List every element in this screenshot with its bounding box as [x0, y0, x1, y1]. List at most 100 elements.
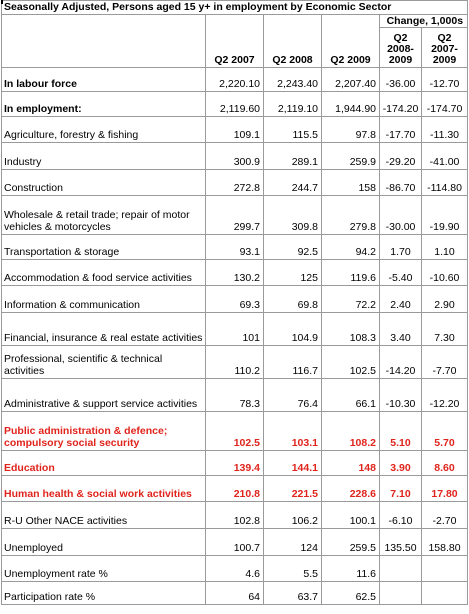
- table-cell: 300.9: [205, 142, 264, 170]
- table-cell: 110.2: [205, 345, 264, 379]
- table-cell: -6.10: [379, 501, 422, 529]
- table-cell: 2,119.60: [205, 91, 264, 117]
- table-cell: 2.40: [379, 285, 422, 313]
- row-label: In labour force: [1, 67, 206, 92]
- row-label: Professional, scientific & technical act…: [1, 345, 206, 379]
- table-cell: 62.5: [321, 581, 380, 605]
- row-label: Agriculture, forestry & fishing: [1, 116, 206, 143]
- change-header: Change, 1,000s: [378, 14, 469, 28]
- table-cell: 7.10: [379, 475, 422, 502]
- table-row: Participation rate % 64 63.7 62.5: [1, 581, 469, 605]
- table-cell: 1.10: [420, 234, 469, 260]
- row-label: Industry: [1, 142, 206, 170]
- table-title: Seasonally Adjusted, Persons aged 15 y+ …: [0, 0, 469, 15]
- row-label: Administrative & support service activit…: [1, 378, 206, 412]
- table-cell: 309.8: [263, 195, 322, 235]
- table-cell: 100.7: [205, 528, 264, 556]
- col-header-change-2008-2009: Q2 2008- 2009: [379, 27, 422, 68]
- table-cell: 108.2: [321, 411, 380, 451]
- row-label: Human health & social work activities: [1, 475, 206, 502]
- table-cell: 102.5: [205, 411, 264, 451]
- row-label: Education: [1, 450, 206, 476]
- row-label: Unemployed: [1, 528, 206, 556]
- change-header-row: Change, 1,000s: [1, 14, 469, 28]
- row-label: Wholesale & retail trade; repair of moto…: [1, 195, 206, 235]
- table-cell: -174.70: [420, 91, 469, 117]
- table-cell: -2.70: [420, 501, 469, 529]
- table-cell: 103.1: [263, 411, 322, 451]
- table-cell: 2,220.10: [205, 67, 264, 92]
- col-header-change-2007-2009: Q2 2007- 2009: [420, 27, 469, 68]
- table-row: Financial, insurance & real estate activ…: [1, 312, 469, 346]
- table-cell: 279.8: [321, 195, 380, 235]
- table-cell: 1,944.90: [321, 91, 380, 117]
- table-row: Unemployed 100.7 124 259.5 135.50 158.80: [1, 528, 469, 556]
- table-cell: -114.80: [420, 169, 469, 196]
- table-cell: 93.1: [205, 234, 264, 260]
- table-row: Education 139.4 144.1 148 3.90 8.60: [1, 450, 469, 476]
- table-cell: 119.6: [321, 259, 380, 286]
- table-cell: 116.7: [263, 345, 322, 379]
- table-cell: 69.8: [263, 285, 322, 313]
- table-cell: 66.1: [321, 378, 380, 412]
- table-cell: [420, 555, 469, 582]
- row-label: Construction: [1, 169, 206, 196]
- table-cell: 106.2: [263, 501, 322, 529]
- row-label: In employment:: [1, 91, 206, 117]
- table-cell: 102.8: [205, 501, 264, 529]
- table-cell: 125: [263, 259, 322, 286]
- table-cell: 135.50: [379, 528, 422, 556]
- table-cell: 1.70: [379, 234, 422, 260]
- table-cell: 210.8: [205, 475, 264, 502]
- table-cell: -11.30: [420, 116, 469, 143]
- row-label: Accommodation & food service activities: [1, 259, 206, 286]
- table-cell: 148: [321, 450, 380, 476]
- table-cell: 5.10: [379, 411, 422, 451]
- table-cell: 100.1: [321, 501, 380, 529]
- table-cell: 228.6: [321, 475, 380, 502]
- row-label: R-U Other NACE activities: [1, 501, 206, 529]
- table-cell: 7.30: [420, 312, 469, 346]
- cell-corner-marker: [1, 0, 3, 4]
- title-row: Seasonally Adjusted, Persons aged 15 y+ …: [0, 0, 469, 15]
- table-cell: -174.20: [379, 91, 422, 117]
- table-cell: -12.70: [420, 67, 469, 92]
- table-cell: 139.4: [205, 450, 264, 476]
- table-cell: 2.90: [420, 285, 469, 313]
- table-cell: 144.1: [263, 450, 322, 476]
- table-cell: -41.00: [420, 142, 469, 170]
- table-cell: -12.20: [420, 378, 469, 412]
- table-cell: 221.5: [263, 475, 322, 502]
- table-cell: -10.60: [420, 259, 469, 286]
- table-cell: -7.70: [420, 345, 469, 379]
- table-row: Construction 272.8 244.7 158 -86.70 -114.80: [1, 169, 469, 196]
- table-cell: 3.40: [379, 312, 422, 346]
- row-label: Unemployment rate %: [1, 555, 206, 582]
- table-row: Administrative & support service activit…: [1, 378, 469, 412]
- col-header-q2-2009: Q2 2009: [321, 27, 380, 68]
- table-cell: 158: [321, 169, 380, 196]
- table-cell: [379, 555, 422, 582]
- table-cell: [420, 581, 469, 605]
- table-cell: 104.9: [263, 312, 322, 346]
- table-cell: 2,119.10: [263, 91, 322, 117]
- col-header-q2-2008: Q2 2008: [263, 27, 322, 68]
- table-cell: 109.1: [205, 116, 264, 143]
- table-row: Wholesale & retail trade; repair of moto…: [1, 195, 469, 235]
- table-cell: -36.00: [379, 67, 422, 92]
- table-row: Industry 300.9 289.1 259.9 -29.20 -41.00: [1, 142, 469, 170]
- table-row: Accommodation & food service activities 1…: [1, 259, 469, 286]
- table-cell: 101: [205, 312, 264, 346]
- table-cell: 124: [263, 528, 322, 556]
- table-cell: -29.20: [379, 142, 422, 170]
- table-row: In labour force 2,220.10 2,243.40 2,207.40-…: [1, 67, 469, 92]
- table-cell: 94.2: [321, 234, 380, 260]
- table-row: Human health & social work activities 210…: [1, 475, 469, 502]
- table-cell: 72.2: [321, 285, 380, 313]
- row-label: Participation rate %: [1, 581, 206, 605]
- table-cell: 299.7: [205, 195, 264, 235]
- row-label: Transportation & storage: [1, 234, 206, 260]
- table-row: In employment: 2,119.60 2,119.10 1,944.90 -1…: [1, 91, 469, 117]
- col-header-q2-2007: Q2 2007: [205, 27, 264, 68]
